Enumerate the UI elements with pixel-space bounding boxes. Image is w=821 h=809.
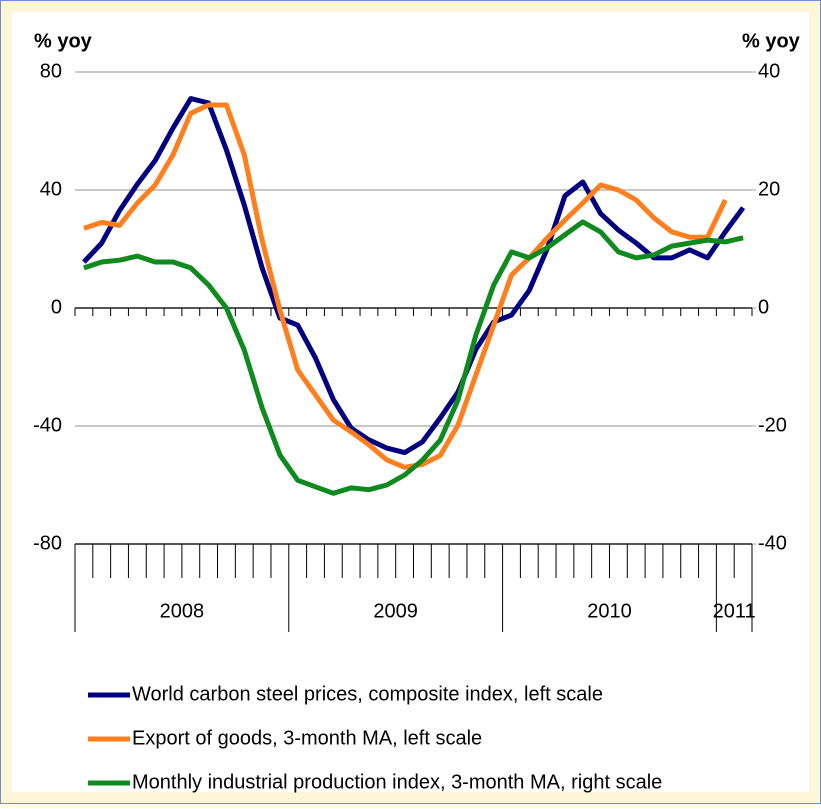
legend-label: World carbon steel prices, composite ind… [132, 683, 603, 705]
x-group-label: 2010 [587, 600, 632, 622]
y-tick-label: 80 [40, 60, 62, 82]
y-tick-label: 0 [51, 296, 62, 318]
x-group-label: 2011 [713, 600, 756, 622]
y-axis-label: % yoy [34, 30, 93, 52]
x-group-label: 2009 [373, 600, 418, 622]
x-group-label: 2008 [160, 600, 205, 622]
series-line [83, 102, 728, 470]
y2-tick-label: -40 [758, 532, 787, 554]
y2-tick-label: 20 [758, 178, 780, 200]
legend-label: Monthly industrial production index, 3-m… [132, 771, 662, 793]
y2-tick-label: 40 [758, 60, 780, 82]
series-line [83, 219, 744, 496]
y2-tick-label: 0 [758, 296, 769, 318]
y2-axis-label: % yoy [742, 30, 801, 52]
y-tick-label: -80 [33, 532, 62, 554]
legend-label: Export of goods, 3-month MA, left scale [132, 727, 482, 749]
y2-tick-label: -20 [758, 414, 787, 436]
plot-background [12, 12, 809, 792]
y-tick-label: 40 [40, 178, 62, 200]
series-line [82, 96, 746, 456]
y-tick-label: -40 [33, 414, 62, 436]
